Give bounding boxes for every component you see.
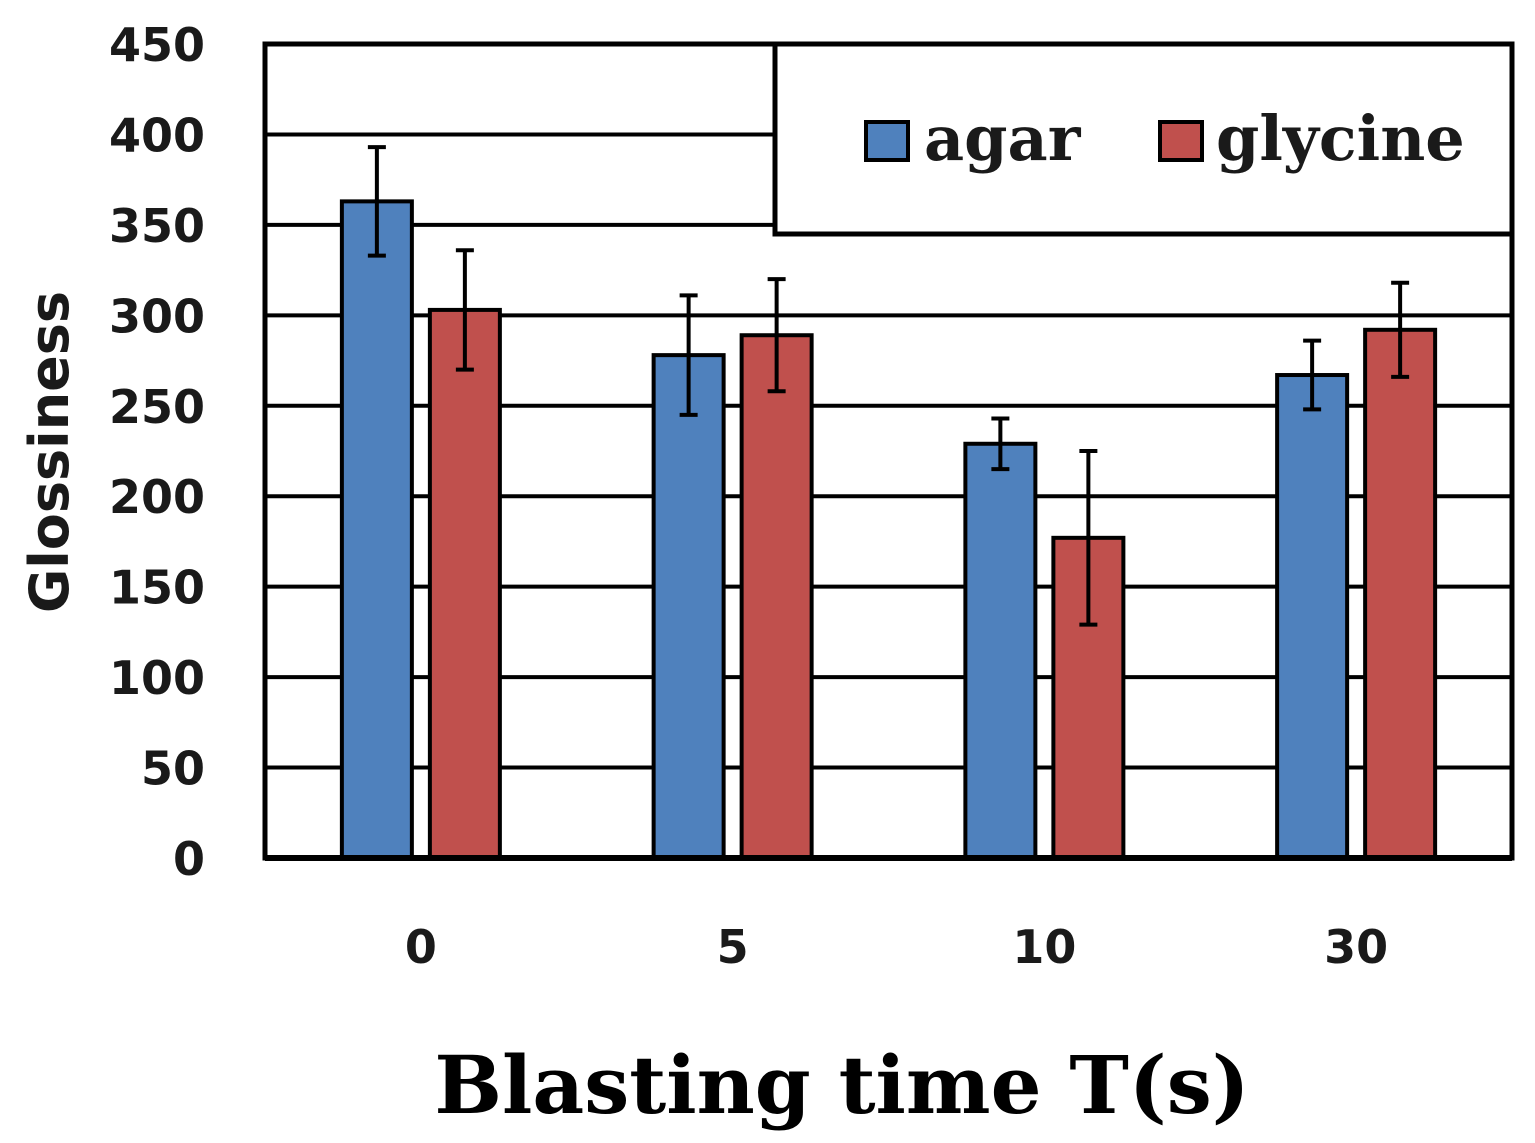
y-tick-label-0: 0 xyxy=(173,832,205,886)
y-tick-label-200: 200 xyxy=(109,470,205,524)
axes xyxy=(262,41,1515,861)
y-tick-label-150: 150 xyxy=(109,561,205,615)
bar-agar-10 xyxy=(963,441,1038,860)
error-bar-agar-10 xyxy=(991,416,1010,472)
bar-glycine-0 xyxy=(427,307,502,860)
x-tick-label-10: 10 xyxy=(1012,920,1076,974)
bar-agar-0 xyxy=(339,199,414,860)
bar-glycine-5 xyxy=(739,333,814,860)
y-tick-label-400: 400 xyxy=(109,108,205,162)
legend: agar glycine xyxy=(772,41,1515,237)
y-tick-label-300: 300 xyxy=(109,289,205,343)
bar-agar-5 xyxy=(651,353,726,860)
error-bar-glycine-30 xyxy=(1391,280,1410,379)
legend-label-agar: agar xyxy=(924,102,1082,175)
x-axis-label: Blasting time T(s) xyxy=(434,1038,1249,1132)
x-tick-labels: 0 5 10 30 xyxy=(405,920,1388,974)
y-tick-label-250: 250 xyxy=(109,380,205,434)
error-bar-agar-30 xyxy=(1303,338,1322,412)
y-tick-label-450: 450 xyxy=(109,18,205,72)
y-tick-label-50: 50 xyxy=(141,742,205,796)
legend-swatch-glycine xyxy=(1158,120,1204,162)
error-bar-glycine-0 xyxy=(455,248,474,372)
x-tick-label-30: 30 xyxy=(1324,920,1388,974)
error-bar-agar-5 xyxy=(679,293,698,417)
x-tick-label-5: 5 xyxy=(717,920,749,974)
x-tick-label-0: 0 xyxy=(405,920,437,974)
error-bar-glycine-10 xyxy=(1079,449,1098,627)
error-bar-agar-0 xyxy=(367,145,386,258)
bars xyxy=(339,199,1438,860)
bar-agar-30 xyxy=(1275,373,1350,860)
y-axis-label: Glossiness xyxy=(18,291,81,613)
y-tick-labels: 0 50 100 150 200 250 300 350 400 450 xyxy=(109,18,205,886)
y-tick-label-350: 350 xyxy=(109,199,205,253)
error-bars xyxy=(367,145,1410,627)
error-bar-glycine-5 xyxy=(767,277,786,394)
legend-swatch-agar xyxy=(864,120,910,162)
bar-glycine-30 xyxy=(1363,327,1438,860)
legend-label-glycine: glycine xyxy=(1216,102,1465,175)
y-tick-label-100: 100 xyxy=(109,651,205,705)
